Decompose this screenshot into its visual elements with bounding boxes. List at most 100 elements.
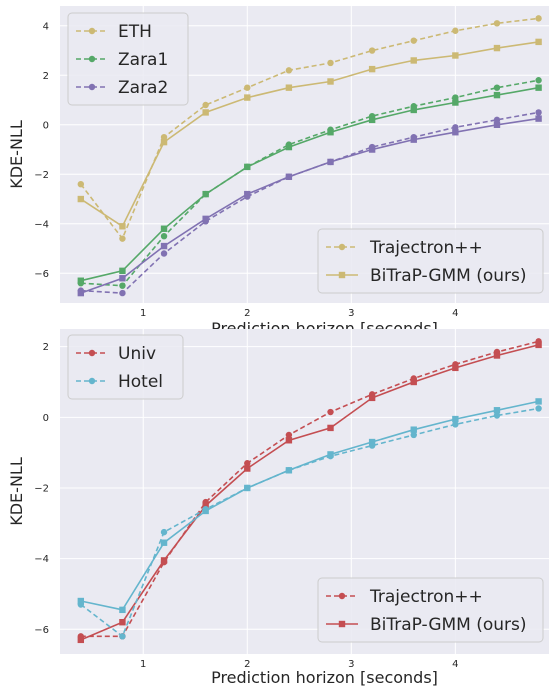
series-univ-bitrap bbox=[77, 341, 542, 644]
data-point bbox=[119, 282, 126, 289]
legend-datasets: ETH Zara1 Zara2 bbox=[67, 12, 189, 106]
data-point bbox=[535, 341, 542, 349]
data-point bbox=[244, 94, 251, 101]
data-point bbox=[119, 235, 126, 242]
legend-swatch-marker bbox=[88, 55, 96, 63]
y-tick-label: −4 bbox=[34, 554, 49, 565]
legend-label: Trajectron++ bbox=[369, 238, 483, 258]
y-tick-label: 4 bbox=[43, 21, 49, 32]
data-point bbox=[535, 115, 542, 122]
data-point bbox=[327, 158, 334, 166]
legend-swatch-marker bbox=[88, 83, 96, 91]
y-tick-label: −2 bbox=[34, 170, 49, 181]
data-point bbox=[410, 37, 417, 44]
data-point bbox=[77, 277, 85, 284]
data-point bbox=[410, 426, 417, 433]
data-point bbox=[452, 124, 459, 131]
data-point bbox=[535, 398, 542, 405]
data-point bbox=[160, 138, 168, 146]
legend-box bbox=[67, 334, 184, 400]
data-point bbox=[119, 633, 126, 640]
data-point bbox=[535, 84, 542, 91]
data-point bbox=[368, 438, 376, 446]
legend-swatch-marker bbox=[88, 27, 96, 35]
data-point bbox=[327, 129, 334, 136]
series-line bbox=[80, 117, 539, 294]
data-point bbox=[119, 223, 126, 230]
data-point bbox=[77, 636, 85, 644]
data-point bbox=[493, 412, 501, 419]
data-point bbox=[119, 289, 126, 297]
legend-label: BiTraP-GMM (ours) bbox=[370, 266, 527, 286]
data-point bbox=[119, 606, 126, 614]
data-point bbox=[77, 289, 85, 297]
legend-label: Zara1 bbox=[118, 50, 168, 70]
legend-datasets: Univ Hotel bbox=[67, 334, 184, 400]
data-point bbox=[327, 451, 334, 458]
data-point bbox=[244, 465, 251, 472]
data-point bbox=[285, 67, 293, 74]
data-point bbox=[119, 275, 126, 282]
data-point bbox=[452, 94, 459, 101]
data-point bbox=[368, 116, 376, 124]
y-tick-label: −6 bbox=[34, 625, 49, 636]
data-point bbox=[160, 225, 168, 232]
x-tick-label: 1 bbox=[140, 659, 146, 670]
data-point bbox=[285, 467, 293, 474]
series-line bbox=[80, 17, 539, 241]
data-point bbox=[535, 38, 542, 46]
series-zara1-bitrap bbox=[77, 84, 542, 284]
data-point bbox=[493, 20, 501, 27]
legend-label: Trajectron++ bbox=[369, 587, 483, 607]
data-point bbox=[77, 181, 85, 188]
x-tick-label: 2 bbox=[244, 308, 250, 319]
data-point bbox=[160, 242, 168, 250]
y-axis-label: KDE-NLL bbox=[7, 120, 26, 189]
data-point bbox=[119, 267, 126, 275]
data-point bbox=[410, 136, 417, 143]
data-point bbox=[452, 129, 459, 136]
series-line bbox=[80, 41, 539, 228]
data-point bbox=[410, 431, 417, 439]
x-tick-label: 1 bbox=[140, 308, 146, 319]
data-point bbox=[202, 215, 209, 223]
y-tick-label: −2 bbox=[34, 483, 49, 494]
y-tick-label: 2 bbox=[43, 342, 49, 353]
x-axis-label: Prediction horizon [seconds] bbox=[211, 668, 438, 686]
series-zara2-bitrap bbox=[77, 115, 542, 297]
legend-swatch-marker bbox=[88, 377, 96, 385]
y-tick-label: 0 bbox=[43, 413, 49, 424]
data-point bbox=[452, 27, 459, 34]
data-point bbox=[244, 460, 251, 467]
x-tick-label: 3 bbox=[348, 659, 354, 670]
y-axis-label: KDE-NLL bbox=[7, 457, 26, 526]
y-tick-label: 2 bbox=[43, 71, 49, 82]
data-point bbox=[410, 106, 417, 114]
series-line bbox=[80, 400, 539, 611]
data-point bbox=[202, 507, 209, 515]
y-tick-label: −6 bbox=[34, 269, 49, 280]
x-tick-label: 4 bbox=[452, 308, 458, 319]
data-point bbox=[285, 143, 293, 151]
legend-box bbox=[67, 12, 189, 106]
data-point bbox=[202, 109, 209, 116]
series-hotel-bitrap bbox=[77, 398, 542, 614]
data-point bbox=[160, 133, 168, 141]
data-point bbox=[202, 502, 209, 509]
series-eth-trajectron bbox=[77, 15, 542, 242]
data-point bbox=[244, 484, 251, 492]
data-point bbox=[493, 121, 501, 128]
legend-label: ETH bbox=[118, 22, 152, 42]
data-point bbox=[535, 109, 542, 116]
data-point bbox=[77, 195, 85, 203]
data-point bbox=[327, 59, 334, 67]
data-point bbox=[535, 15, 542, 22]
data-point bbox=[285, 437, 293, 444]
data-point bbox=[452, 99, 459, 106]
legend-label: BiTraP-GMM (ours) bbox=[370, 615, 527, 635]
data-point bbox=[493, 91, 501, 99]
data-point bbox=[535, 77, 542, 84]
data-point bbox=[160, 528, 168, 536]
data-point bbox=[285, 173, 293, 180]
